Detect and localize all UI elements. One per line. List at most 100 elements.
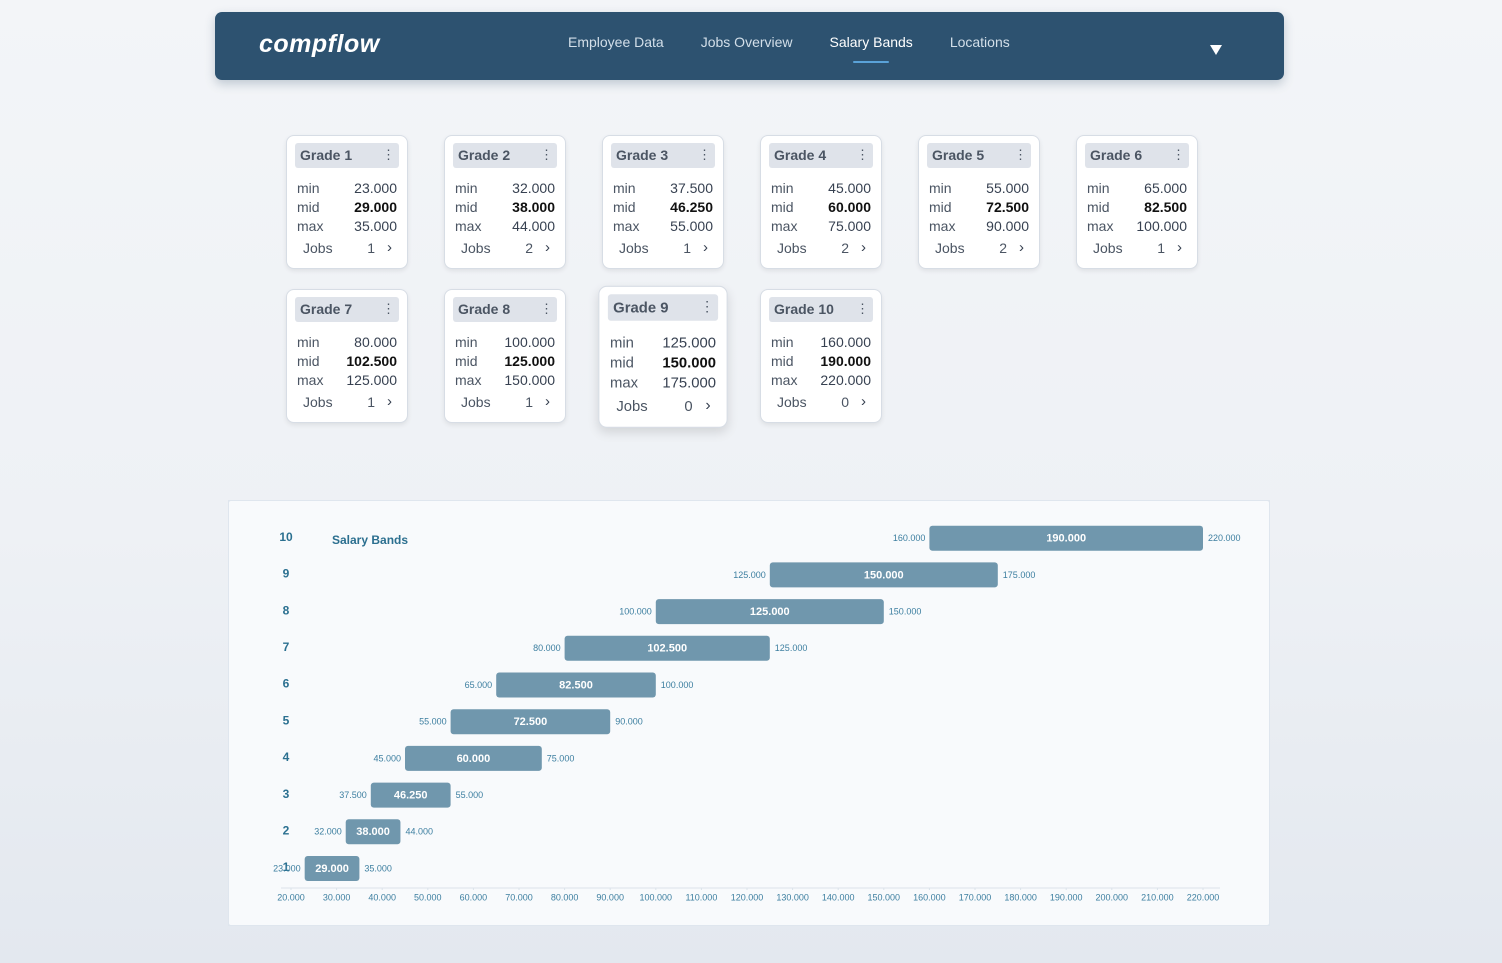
row-value: 90.000 [986, 218, 1029, 234]
jobs-link[interactable]: › [387, 239, 392, 256]
jobs-count: 2 [999, 240, 1007, 256]
card-title: Grade 10 [774, 301, 834, 317]
row-label: mid [610, 353, 634, 371]
x-tick-label: 20.000 [277, 892, 305, 902]
row-value: 44.000 [512, 218, 555, 234]
max-label: 125.000 [775, 643, 808, 653]
nav-item[interactable]: Locations [949, 34, 1010, 50]
x-tick-label: 130.000 [776, 892, 809, 902]
jobs-count: 1 [525, 394, 533, 410]
mid-label: 82.500 [559, 679, 593, 691]
dropdown-toggle[interactable] [1210, 45, 1222, 55]
card-header: Grade 9 ⋮ [607, 294, 719, 321]
card-menu[interactable]: ⋮ [1014, 147, 1027, 162]
x-tick-label: 100.000 [640, 892, 673, 902]
y-tick-label: 5 [283, 713, 290, 727]
jobs-link[interactable]: › [1019, 239, 1024, 256]
band-bar [405, 745, 542, 771]
jobs-link[interactable]: › [861, 239, 866, 256]
jobs-link[interactable]: › [703, 239, 708, 256]
row-value: 80.000 [354, 334, 397, 350]
row-value: 160.000 [820, 334, 871, 350]
max-label: 150.000 [889, 606, 922, 616]
min-label: 23.000 [273, 863, 301, 873]
band-bar [450, 709, 611, 735]
card-header: Grade 3 ⋮ [611, 143, 715, 168]
row-label: max [455, 372, 482, 388]
max-label: 35.000 [364, 863, 392, 873]
nav-item[interactable]: Employee Data [568, 34, 664, 50]
grade-card: Grade 10 ⋮ min 160.000 mid 190.000 max 220.000 J… [760, 289, 882, 423]
mid-label: 125.000 [750, 606, 790, 618]
card-menu[interactable]: ⋮ [700, 298, 714, 315]
row-label: mid [929, 199, 952, 215]
x-tick-label: 160.000 [913, 892, 946, 902]
row-value: 55.000 [986, 180, 1029, 196]
row-label: mid [613, 199, 636, 215]
card-menu[interactable]: ⋮ [698, 147, 711, 162]
row-value: 32.000 [512, 180, 555, 196]
band-bar [769, 562, 998, 588]
row-label: max [610, 373, 639, 391]
band-bar [564, 635, 770, 661]
y-tick-label: 4 [283, 750, 290, 764]
chart: Salary Bands 20.000 30.000 40.000 50.000 60.… [228, 500, 1270, 926]
card-menu[interactable]: ⋮ [540, 147, 553, 162]
jobs-label: Jobs [461, 240, 491, 256]
max-label: 55.000 [456, 790, 484, 800]
card-title: Grade 5 [932, 147, 985, 163]
jobs-count: 2 [841, 240, 849, 256]
card-title: Grade 6 [1090, 147, 1143, 163]
min-label: 65.000 [465, 680, 493, 690]
jobs-count: 1 [367, 394, 375, 410]
nav-menu: Employee Data Jobs Overview Salary Bands Lo… [568, 34, 1010, 63]
max-label: 175.000 [1003, 570, 1036, 580]
card-header: Grade 8 ⋮ [453, 297, 557, 322]
nav-item[interactable]: Jobs Overview [700, 34, 793, 50]
logo[interactable]: compflow [259, 30, 380, 58]
jobs-label: Jobs [303, 394, 333, 410]
band-bar [655, 599, 884, 625]
band-bar [304, 856, 360, 881]
row-value: 100.000 [504, 334, 555, 350]
card-menu[interactable]: ⋮ [540, 301, 553, 316]
jobs-link[interactable]: › [545, 239, 550, 256]
nav-item[interactable]: Salary Bands [829, 34, 913, 63]
jobs-link[interactable]: › [1177, 239, 1182, 256]
jobs-label: Jobs [777, 394, 807, 410]
card-menu[interactable]: ⋮ [856, 147, 869, 162]
grade-card: Grade 4 ⋮ min 45.000 mid 60.000 max 75.000 Jobs 2… [760, 135, 882, 269]
card-title: Grade 8 [458, 301, 511, 317]
grade-card: Grade 7 ⋮ min 80.000 mid 102.500 max 125.000 Job… [286, 289, 408, 423]
row-value: 29.000 [354, 199, 397, 215]
jobs-label: Jobs [616, 397, 648, 415]
y-tick-label: 3 [283, 787, 290, 801]
card-menu[interactable]: ⋮ [382, 301, 395, 316]
grade-card: Grade 9 ⋮ min 125.000 mid 150.000 max 175.000 Jo… [598, 285, 728, 428]
x-tick-label: 30.000 [323, 892, 351, 902]
jobs-count: 1 [367, 240, 375, 256]
row-value: 75.000 [828, 218, 871, 234]
jobs-link[interactable]: › [545, 393, 550, 410]
row-label: mid [771, 353, 794, 369]
grade-card: Grade 2 ⋮ min 32.000 mid 38.000 max 44.000 Jobs 2… [444, 135, 566, 269]
min-label: 100.000 [619, 606, 652, 616]
card-title: Grade 2 [458, 147, 511, 163]
jobs-link[interactable]: › [861, 393, 866, 410]
card-menu[interactable]: ⋮ [1172, 147, 1185, 162]
band-bar [496, 672, 656, 698]
card-menu[interactable]: ⋮ [856, 301, 869, 316]
row-value: 175.000 [662, 373, 716, 391]
card-menu[interactable]: ⋮ [382, 147, 395, 162]
x-tick-label: 80.000 [551, 892, 579, 902]
jobs-link[interactable]: › [705, 396, 711, 415]
row-label: max [929, 218, 956, 234]
row-value: 45.000 [828, 180, 871, 196]
row-value: 150.000 [662, 353, 716, 371]
jobs-count: 1 [1157, 240, 1165, 256]
mid-label: 38.000 [356, 826, 390, 838]
jobs-link[interactable]: › [387, 393, 392, 410]
card-title: Grade 9 [613, 298, 669, 316]
row-value: 100.000 [1136, 218, 1187, 234]
y-tick-label: 7 [283, 640, 290, 654]
